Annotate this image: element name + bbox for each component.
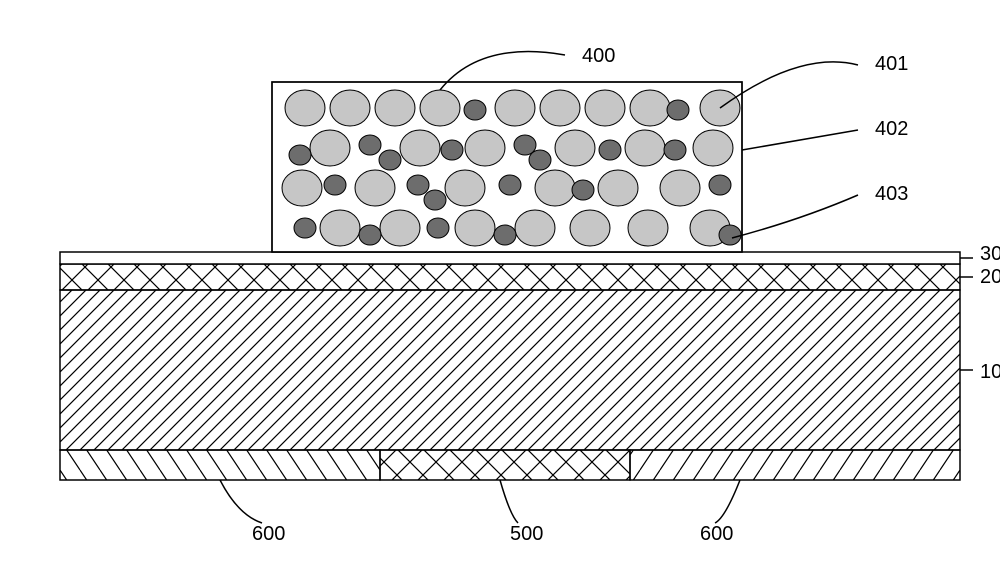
large-particle (540, 90, 580, 126)
large-particle (585, 90, 625, 126)
large-particle (310, 130, 350, 166)
large-particle (535, 170, 575, 206)
leader-line (715, 480, 740, 523)
label-layer_main_hatch: 100 (980, 361, 1000, 383)
leader-line (732, 195, 858, 238)
large-particle (630, 90, 670, 126)
layered-structure-diagram: 400 401 402 403 300200 100 600 500 600 (20, 20, 1000, 552)
small-particle (424, 190, 446, 210)
small-particle (379, 150, 401, 170)
label-region_box: 402 (875, 118, 908, 140)
leader-line (220, 480, 262, 523)
large-particle (660, 170, 700, 206)
small-particle (494, 225, 516, 245)
small-particle (464, 100, 486, 120)
layer-600-right (630, 450, 960, 480)
large-particle (445, 170, 485, 206)
small-particle (294, 218, 316, 238)
large-particle (320, 210, 360, 246)
layer-200 (60, 264, 960, 290)
large-particle (285, 90, 325, 126)
layer-100 (60, 290, 960, 450)
layer-300 (60, 252, 960, 264)
leader-line (742, 130, 858, 150)
label-large_particle: 401 (875, 53, 908, 75)
leader-line (500, 480, 518, 523)
large-particle (282, 170, 322, 206)
large-particle (495, 90, 535, 126)
label-bottom_sides: 600 (252, 523, 285, 545)
small-particle (441, 140, 463, 160)
label-top_region: 400 (582, 45, 615, 67)
small-particle (599, 140, 621, 160)
diagram-svg: 400 401 402 403 300200 100 600 500 600 (20, 20, 1000, 552)
small-particle (709, 175, 731, 195)
small-particle (572, 180, 594, 200)
layers-group (60, 82, 960, 480)
label-bottom_center: 500 (510, 523, 543, 545)
large-particle (330, 90, 370, 126)
large-particle (628, 210, 668, 246)
large-particle (693, 130, 733, 166)
large-particle (420, 90, 460, 126)
large-particle (570, 210, 610, 246)
small-particle (499, 175, 521, 195)
large-particle (380, 210, 420, 246)
small-particle (664, 140, 686, 160)
small-particle (719, 225, 741, 245)
small-particle (407, 175, 429, 195)
large-particle (465, 130, 505, 166)
small-particle (324, 175, 346, 195)
small-particle (359, 225, 381, 245)
small-particle (289, 145, 311, 165)
large-particle (555, 130, 595, 166)
label-layer_crosshatch: 200 (980, 266, 1000, 288)
large-particle (598, 170, 638, 206)
large-particle (625, 130, 665, 166)
label-small_particle: 403 (875, 183, 908, 205)
small-particle (427, 218, 449, 238)
layer-500 (380, 450, 630, 480)
small-particle (529, 150, 551, 170)
large-particle (515, 210, 555, 246)
label-bottom_sides: 600 (700, 523, 733, 545)
large-particle (455, 210, 495, 246)
large-particle (375, 90, 415, 126)
small-particle (667, 100, 689, 120)
large-particle (400, 130, 440, 166)
label-layer_top_thin: 300 (980, 243, 1000, 265)
large-particle (355, 170, 395, 206)
small-particle (359, 135, 381, 155)
layer-600-left (60, 450, 380, 480)
